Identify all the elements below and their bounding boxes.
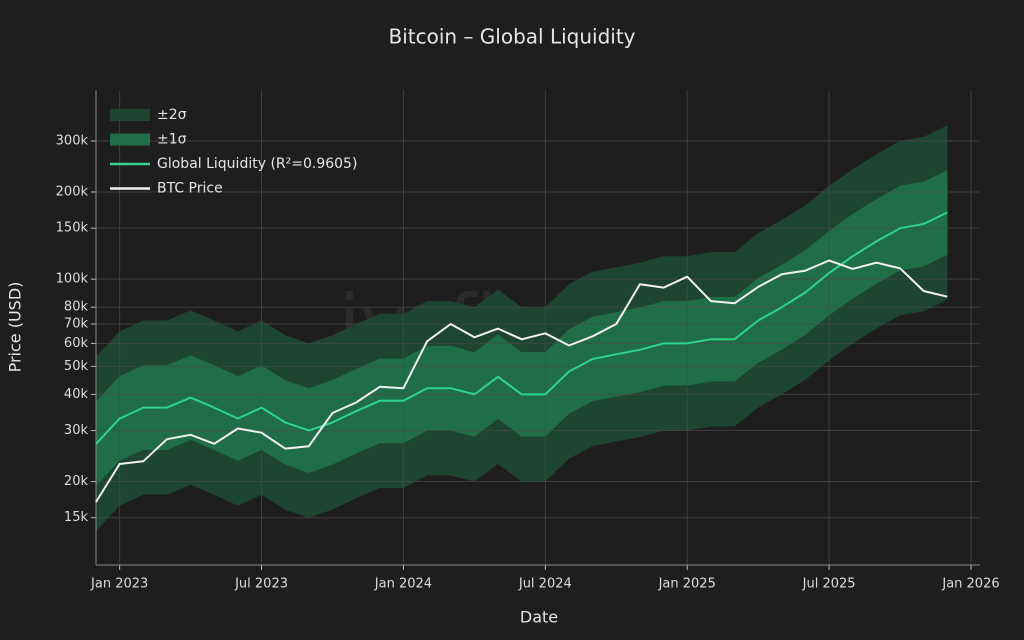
y-tick-label: 30k xyxy=(64,423,89,438)
legend-label: ±2σ xyxy=(157,107,187,123)
x-tick-label: Jul 2024 xyxy=(518,577,572,592)
y-tick-label: 200k xyxy=(56,184,89,199)
y-tick-label: 100k xyxy=(56,272,89,287)
x-tick-label: Jul 2023 xyxy=(234,577,288,592)
series-line xyxy=(95,259,948,503)
x-tick-label: Jan 2023 xyxy=(90,577,148,592)
y-tick-label: 50k xyxy=(64,359,89,374)
y-tick-label: 80k xyxy=(64,300,89,315)
series-line xyxy=(95,211,948,445)
legend-label: BTC Price xyxy=(157,181,223,197)
y-tick-label: 40k xyxy=(64,387,89,402)
band-area xyxy=(96,170,948,486)
y-tick-label: 300k xyxy=(56,133,89,148)
y-tick-label: 20k xyxy=(64,474,89,489)
x-tick-label: Jan 2024 xyxy=(374,577,432,592)
x-axis-label: Date xyxy=(520,608,558,627)
y-axis-label: Price (USD) xyxy=(6,282,25,373)
y-tick-label: 150k xyxy=(56,221,89,236)
y-tick-label: 70k xyxy=(64,317,89,332)
band-area xyxy=(96,125,948,532)
x-tick-label: Jan 2026 xyxy=(941,577,999,592)
legend-label: ±1σ xyxy=(157,132,187,148)
legend-swatch xyxy=(110,133,150,146)
x-tick-label: Jul 2025 xyxy=(802,577,856,592)
legend-swatch xyxy=(110,109,150,121)
chart-title: Bitcoin – Global Liquidity xyxy=(388,25,635,49)
y-tick-label: 60k xyxy=(64,336,89,351)
y-tick-label: 15k xyxy=(64,510,89,525)
legend-label: Global Liquidity (R²=0.9605) xyxy=(157,156,357,172)
legend: ±2σ ±1σ Global Liquidity (R²=0.9605) BTC Pr… xyxy=(110,107,357,197)
x-tick-label: Jan 2025 xyxy=(658,577,716,592)
